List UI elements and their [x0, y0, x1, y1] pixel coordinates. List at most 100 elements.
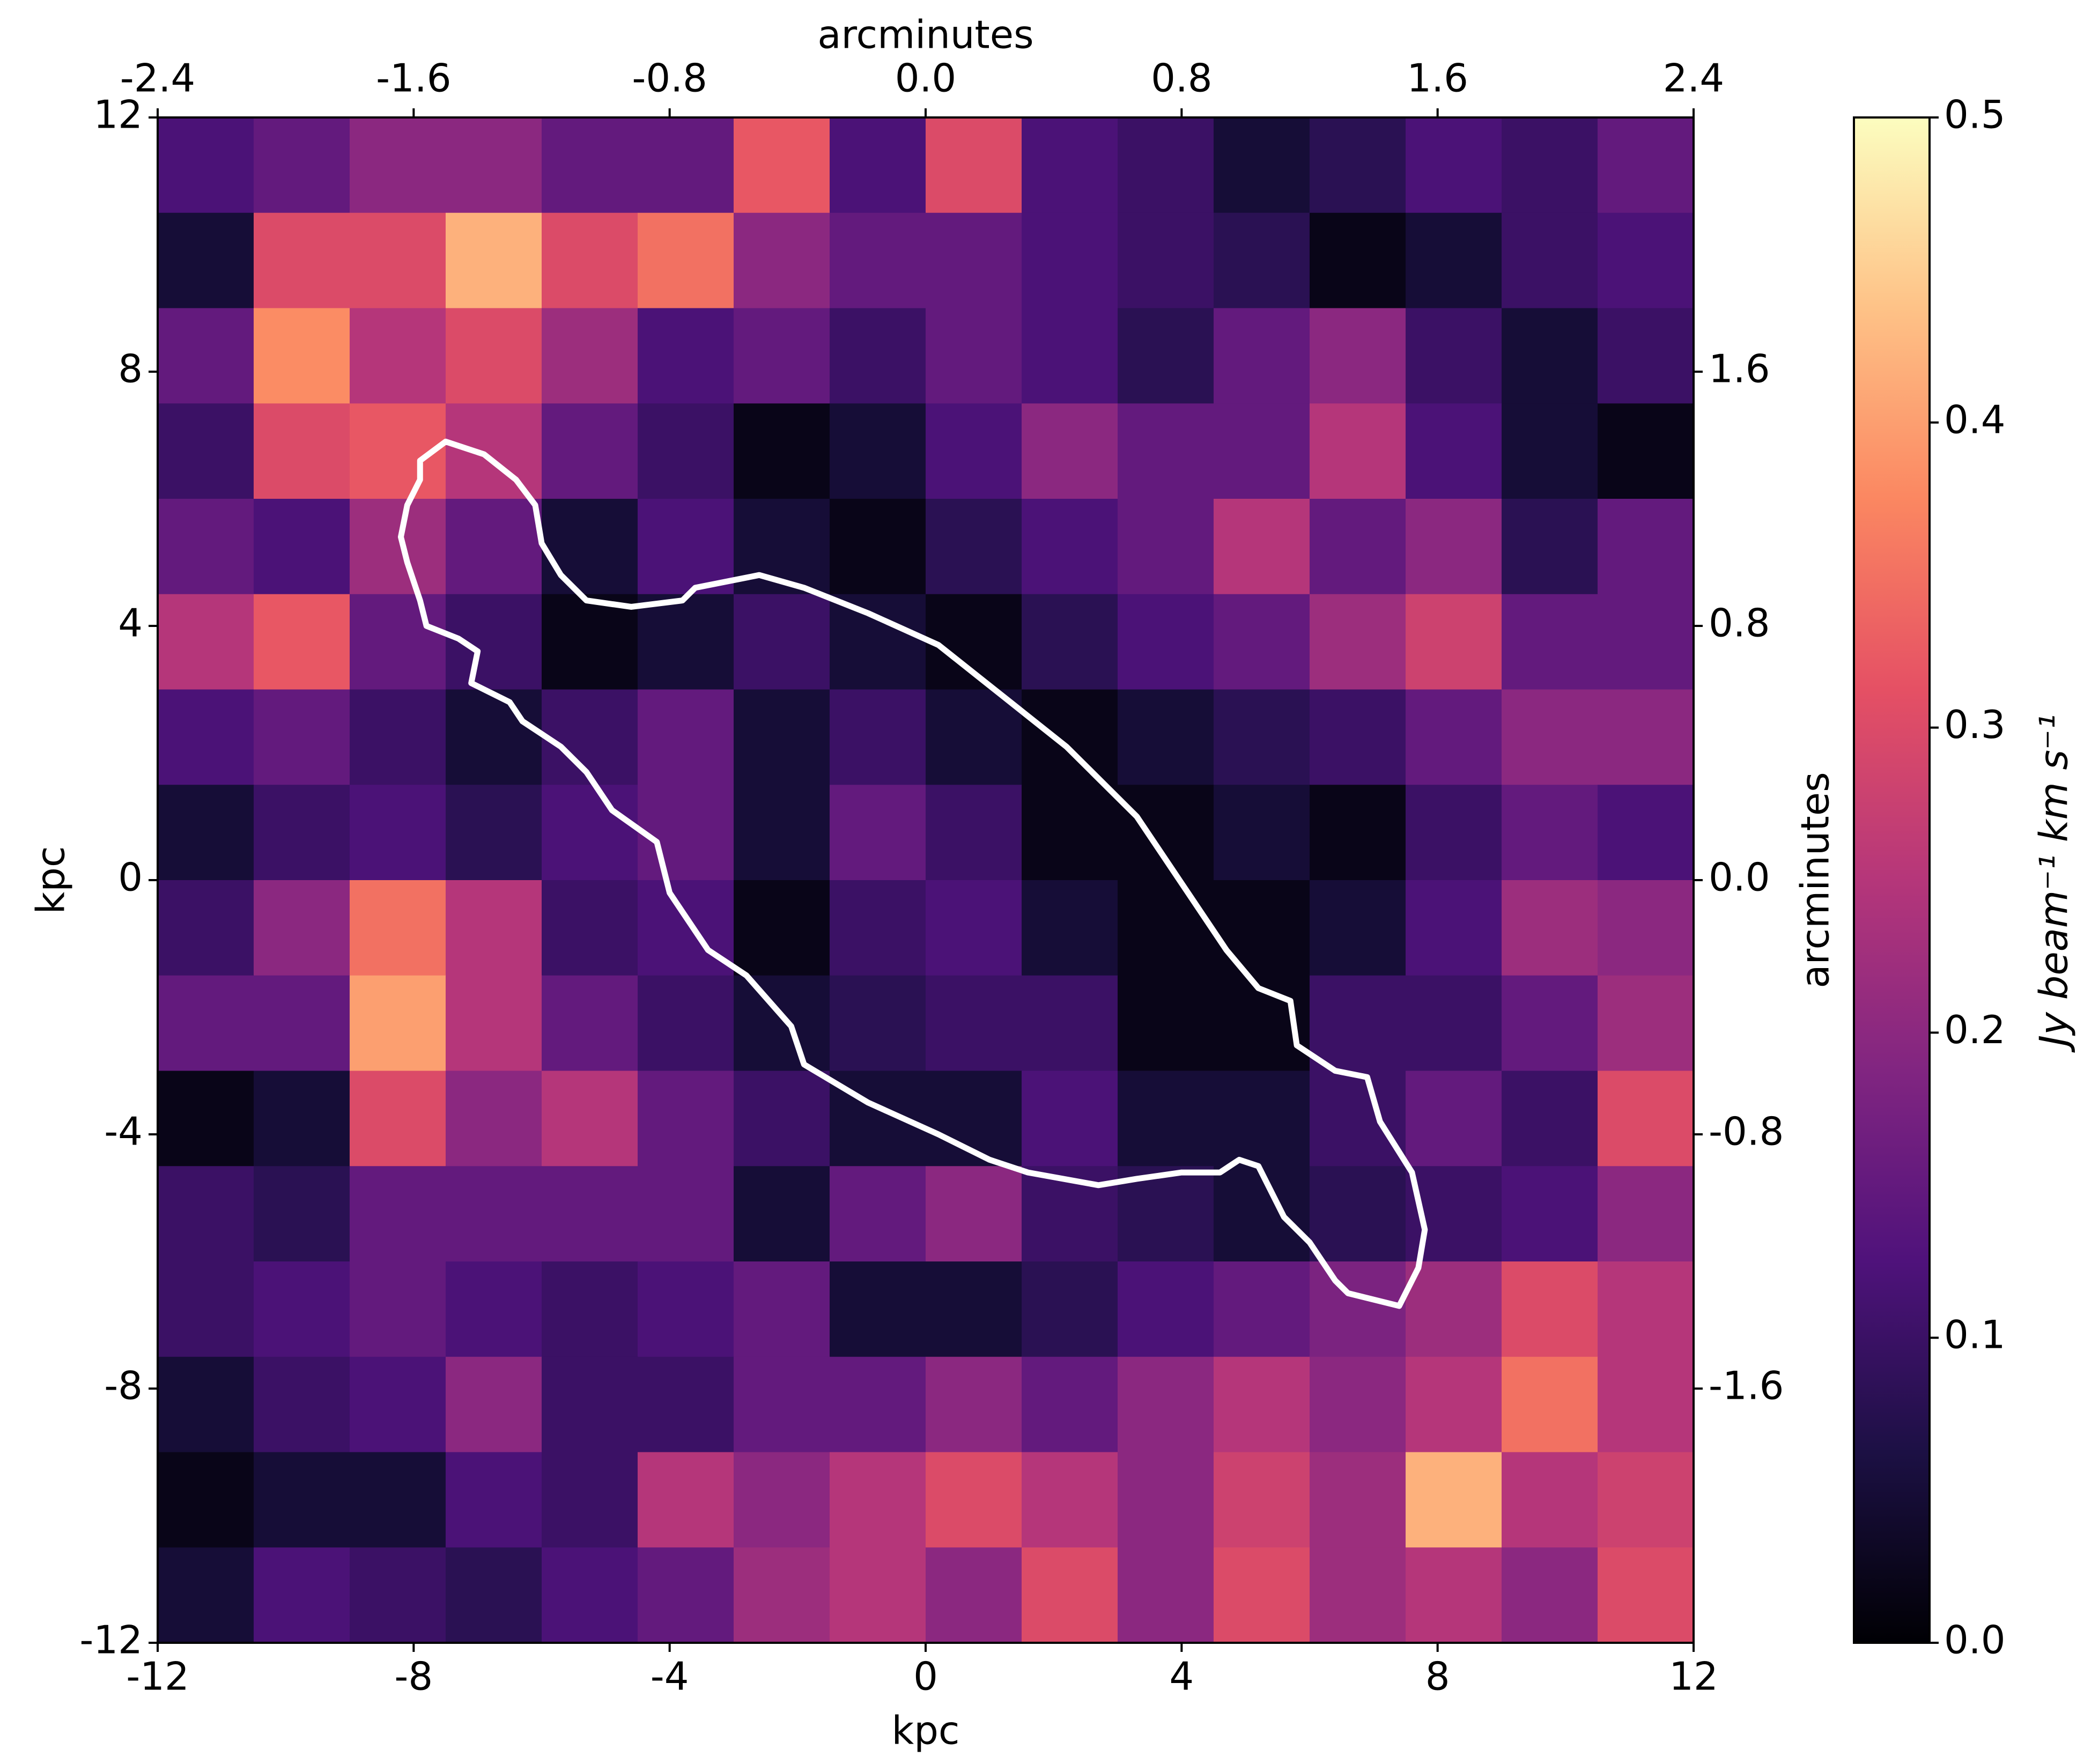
- heatmap-cell: [1214, 1356, 1310, 1453]
- heatmap-cell: [926, 785, 1022, 881]
- heatmap-cell: [830, 975, 926, 1072]
- heatmap-cell: [1118, 689, 1214, 786]
- heatmap-cell: [1502, 594, 1598, 690]
- heatmap-cell: [1502, 212, 1598, 309]
- heatmap-cell: [1310, 594, 1406, 690]
- heatmap-cell: [542, 403, 638, 499]
- heatmap-cell: [1598, 975, 1694, 1072]
- heatmap-cell: [830, 1547, 926, 1643]
- heatmap-cell: [254, 117, 350, 213]
- heatmap-cell: [1022, 1261, 1118, 1357]
- x-axis-label: kpc: [892, 1708, 960, 1753]
- colorbar-tick-label: 0.3: [1944, 702, 2006, 747]
- heatmap-cell: [542, 1071, 638, 1167]
- heatmap-cell: [542, 785, 638, 881]
- heatmap-cell: [254, 212, 350, 309]
- heatmap-cell: [638, 308, 734, 404]
- heatmap-cell: [1214, 403, 1310, 499]
- heatmap-cell: [1502, 689, 1598, 786]
- heatmap-cell: [638, 1547, 734, 1643]
- x-tick-label: -8: [394, 1654, 433, 1699]
- heatmap-cell: [1118, 1452, 1214, 1548]
- heatmap-cell: [1310, 403, 1406, 499]
- heatmap-cell: [1214, 1547, 1310, 1643]
- heatmap-cell: [350, 1356, 446, 1453]
- heatmap-cell: [158, 1356, 254, 1453]
- heatmap-cell: [446, 689, 542, 786]
- heatmap-cell: [350, 117, 446, 213]
- heatmap-cell: [542, 594, 638, 690]
- heatmap-cell: [830, 689, 926, 786]
- heatmap-cell: [350, 1261, 446, 1357]
- y2-tick-label: 0.0: [1709, 855, 1770, 900]
- heatmap-cell: [254, 1166, 350, 1262]
- x2-tick-label: 1.6: [1407, 56, 1468, 101]
- heatmap-cell: [830, 308, 926, 404]
- heatmap-cell: [734, 975, 830, 1072]
- heatmap-cell: [1598, 1261, 1694, 1357]
- heatmap-cell: [254, 1356, 350, 1453]
- heatmap-cell: [1406, 212, 1502, 309]
- heatmap-cell: [446, 117, 542, 213]
- heatmap-cell: [926, 1356, 1022, 1453]
- heatmap-cell: [158, 212, 254, 309]
- x-tick-label: 4: [1169, 1654, 1194, 1699]
- heatmap-cell: [350, 1166, 446, 1262]
- heatmap-cell: [1406, 1547, 1502, 1643]
- heatmap-cell: [254, 880, 350, 976]
- heatmap-cell: [542, 1261, 638, 1357]
- heatmap-cell: [1406, 1356, 1502, 1453]
- heatmap-cell: [638, 1452, 734, 1548]
- heatmap-cell: [734, 117, 830, 213]
- heatmap-cell: [446, 880, 542, 976]
- heatmap-cell: [542, 117, 638, 213]
- y2-tick-label: -0.8: [1709, 1109, 1784, 1154]
- heatmap-cell: [254, 308, 350, 404]
- heatmap-cell: [1310, 975, 1406, 1072]
- heatmap-cell: [734, 403, 830, 499]
- heatmap-cell: [158, 1261, 254, 1357]
- heatmap-cell: [446, 403, 542, 499]
- colorbar-tick-label: 0.5: [1944, 92, 2006, 137]
- heatmap-cell: [350, 1452, 446, 1548]
- heatmap-cell: [1118, 785, 1214, 881]
- heatmap-cell: [350, 212, 446, 309]
- heatmap-cell: [1214, 785, 1310, 881]
- heatmap-cell: [830, 1166, 926, 1262]
- y-tick-label: 8: [118, 346, 143, 392]
- heatmap-cell: [1022, 117, 1118, 213]
- heatmap-cell: [1214, 1166, 1310, 1262]
- heatmap-cell: [1502, 1356, 1598, 1453]
- heatmap-cell: [1502, 117, 1598, 213]
- heatmap-cell: [158, 1166, 254, 1262]
- x-tick-label: 0: [913, 1654, 938, 1699]
- heatmap-cell: [446, 785, 542, 881]
- heatmap-cell: [1214, 1452, 1310, 1548]
- heatmap-cell: [158, 1452, 254, 1548]
- heatmap-cell: [350, 880, 446, 976]
- heatmap-cell: [638, 212, 734, 309]
- heatmap-cell: [1502, 975, 1598, 1072]
- heatmap-cell: [1118, 1356, 1214, 1453]
- heatmap-cell: [1502, 499, 1598, 595]
- heatmap-cell: [254, 1071, 350, 1167]
- heatmap-cell: [1214, 499, 1310, 595]
- x-tick-label: -4: [651, 1654, 689, 1699]
- heatmap-cell: [158, 880, 254, 976]
- heatmap-cell: [1598, 594, 1694, 690]
- heatmap-cell: [1406, 1452, 1502, 1548]
- heatmap-cell: [1598, 880, 1694, 976]
- heatmap-cell: [542, 308, 638, 404]
- heatmap-cell: [1406, 403, 1502, 499]
- heatmap-cell: [1598, 1452, 1694, 1548]
- heatmap-cell: [1310, 785, 1406, 881]
- heatmap-cell: [830, 212, 926, 309]
- heatmap-cell: [734, 1547, 830, 1643]
- y-tick-label: -4: [104, 1109, 143, 1154]
- heatmap-cell: [1022, 1452, 1118, 1548]
- heatmap-cell: [1214, 1261, 1310, 1357]
- heatmap-cell: [926, 1261, 1022, 1357]
- heatmap-cell: [542, 1356, 638, 1453]
- heatmap-cell: [1118, 1261, 1214, 1357]
